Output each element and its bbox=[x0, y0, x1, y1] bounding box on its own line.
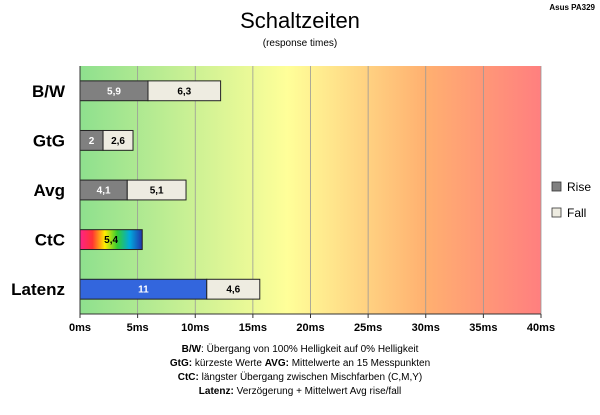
bar-gtg-fall bbox=[102, 129, 134, 151]
footnote-term: AVG: bbox=[265, 358, 289, 369]
gridlines bbox=[137, 66, 542, 314]
legend-swatch-rise bbox=[551, 181, 562, 192]
footnote-term: CtC: bbox=[178, 372, 199, 383]
category-label-gtg: GtG bbox=[33, 131, 65, 150]
x-tick-label: 40ms bbox=[527, 322, 555, 334]
data-label-gtg-rise: 2 bbox=[89, 136, 95, 147]
data-label-gtg-fall: 2,6 bbox=[111, 136, 125, 147]
bar-avg-fall bbox=[126, 179, 187, 201]
category-label-latenz: Latenz bbox=[11, 280, 65, 299]
data-label-latenz-fall: 4,6 bbox=[226, 285, 240, 296]
footnote-text: längster Übergang zwischen Mischfarben (… bbox=[199, 371, 422, 383]
footnote-text: kürzeste Werte bbox=[192, 358, 265, 369]
legend-label-fall: Fall bbox=[567, 206, 586, 220]
footnote-3: CtC: längster Übergang zwischen Mischfar… bbox=[178, 371, 423, 383]
x-tick-label: 0ms bbox=[69, 322, 91, 334]
bar-latenz-fall bbox=[206, 278, 261, 300]
footnote-1: B/W: Übergang von 100% Helligkeit auf 0%… bbox=[182, 343, 419, 355]
legend: Rise Fall bbox=[551, 180, 591, 220]
bar-b-w-fall bbox=[147, 80, 222, 102]
category-label-avg: Avg bbox=[34, 181, 66, 200]
footnote-term: B/W bbox=[182, 344, 202, 355]
data-label-avg-rise: 4,1 bbox=[97, 186, 111, 197]
x-tick-label: 35ms bbox=[469, 322, 497, 334]
data-label-latenz-rise: 11 bbox=[138, 285, 149, 296]
x-tick-label: 5ms bbox=[127, 322, 149, 334]
data-label-b-w-fall: 6,3 bbox=[177, 86, 191, 97]
footnote-term: Latenz: bbox=[199, 386, 234, 397]
x-tick-label: 20ms bbox=[296, 322, 324, 334]
data-label-b-w-rise: 5,9 bbox=[107, 86, 121, 97]
brand-label: Asus PA329 bbox=[549, 3, 595, 12]
chart-title: Schaltzeiten bbox=[240, 8, 360, 33]
footnote-text: Verzögerung + Mittelwert Avg rise/fall bbox=[234, 386, 401, 397]
footnote-2: GtG: kürzeste Werte AVG: Mittelwerte an … bbox=[170, 358, 430, 369]
category-label-b-w: B/W bbox=[32, 82, 66, 101]
x-tick-label: 15ms bbox=[239, 322, 267, 334]
category-labels: B/W GtG Avg CtC Latenz bbox=[11, 82, 66, 299]
x-tick-label: 10ms bbox=[181, 322, 209, 334]
footnote-term: GtG: bbox=[170, 358, 192, 369]
bars: 5,9 6,3 2 2,6 4,1 5,1 5,4 11 4,6 bbox=[79, 80, 261, 300]
data-label-ctc-rise: 5,4 bbox=[104, 235, 118, 246]
category-label-ctc: CtC bbox=[35, 231, 65, 250]
footnotes: B/W: Übergang von 100% Helligkeit auf 0%… bbox=[170, 343, 430, 397]
data-label-avg-fall: 5,1 bbox=[150, 186, 164, 197]
chart-subtitle: (response times) bbox=[263, 38, 337, 49]
legend-label-rise: Rise bbox=[567, 180, 591, 194]
x-tick-label: 25ms bbox=[354, 322, 382, 334]
legend-swatch-fall bbox=[551, 207, 562, 218]
x-tick-label: 30ms bbox=[412, 322, 440, 334]
x-tick-labels: 0ms 5ms 10ms 15ms 20ms 25ms 30ms 35ms 40ms bbox=[69, 314, 555, 334]
footnote-text: Mittelwerte an 15 Messpunkten bbox=[289, 358, 430, 369]
footnote-text: : Übergang von 100% Helligkeit auf 0% He… bbox=[201, 343, 419, 355]
footnote-4: Latenz: Verzögerung + Mittelwert Avg ris… bbox=[199, 386, 401, 397]
